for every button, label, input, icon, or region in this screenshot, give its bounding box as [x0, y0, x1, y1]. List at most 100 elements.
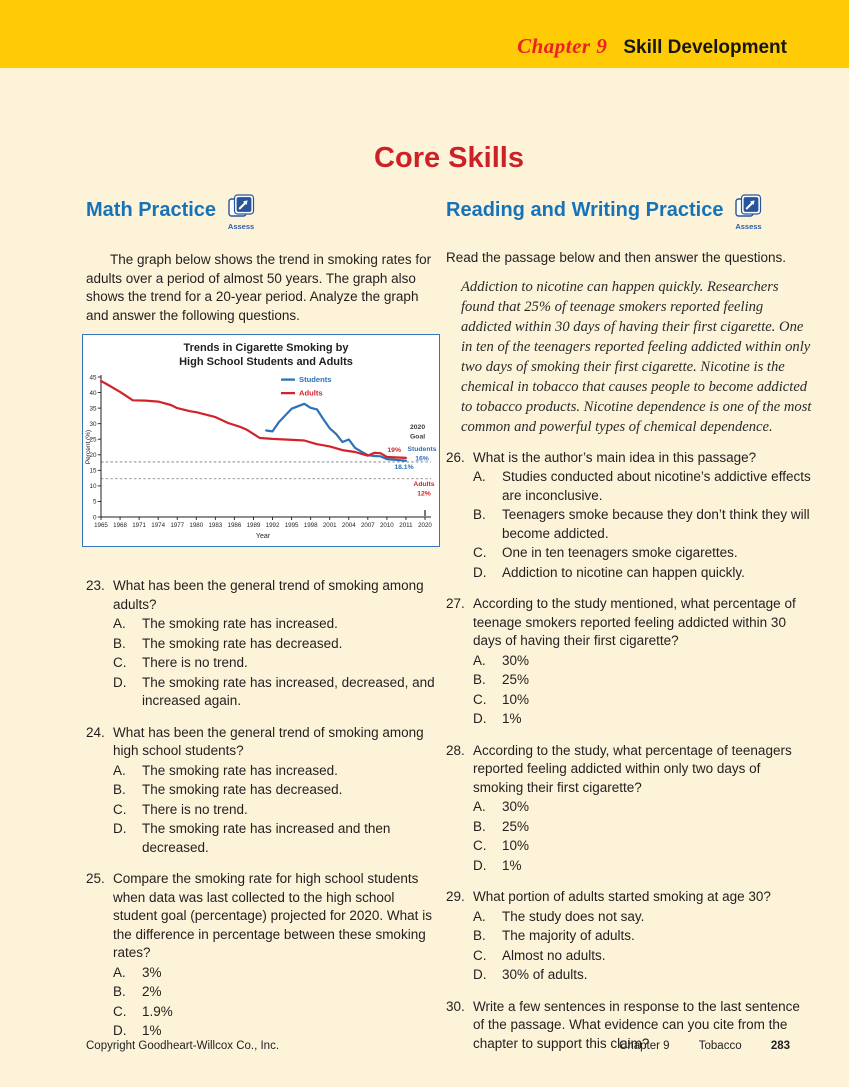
answer-option: B. Teenagers smoke because they don’t thi… — [473, 506, 812, 543]
annotation-students-goal: Students — [407, 446, 436, 453]
option-letter: D. — [473, 857, 487, 873]
chapter-label: Chapter 9 — [517, 34, 608, 58]
option-text: 25% — [502, 818, 530, 834]
page-footer: Copyright Goodheart-Willcox Co., Inc. Ch… — [86, 1040, 790, 1052]
option-text: 1% — [142, 1023, 162, 1038]
option-letter: A. — [473, 908, 486, 924]
answer-option: A. The smoking rate has increased. — [113, 762, 440, 781]
reading-practice-heading-row: Reading and Writing Practice Assess — [446, 194, 812, 238]
assess-icon[interactable] — [227, 194, 255, 218]
answer-option: A. Studies conducted about nicotine’s add… — [473, 468, 812, 505]
annotation-goal-2020: Goal — [410, 433, 425, 440]
option-text: The majority of adults. — [502, 928, 635, 943]
footer-copyright: Copyright Goodheart-Willcox Co., Inc. — [86, 1040, 280, 1052]
option-letter: D. — [113, 821, 127, 836]
option-letter: D. — [113, 674, 127, 690]
answer-option: D. The smoking rate has increased and the… — [113, 820, 440, 857]
option-text: Teenagers smoke because they don’t think… — [502, 507, 810, 541]
question-body: According to the study mentioned, what p… — [473, 595, 812, 729]
y-tick-label: 5 — [93, 499, 97, 506]
footer-right: Chapter 9 Tobacco 283 — [593, 1040, 790, 1052]
answer-option: C. 1.9% — [113, 1003, 440, 1022]
footer-topic: Tobacco — [698, 1040, 742, 1052]
annotation-adults-goal: Adults — [413, 481, 434, 488]
question-item: 23. What has been the general trend of sm… — [86, 577, 440, 711]
annotation-students-goal: 16% — [415, 455, 429, 462]
x-tick-label: 2007 — [361, 522, 375, 529]
option-text: Almost no adults. — [502, 947, 606, 963]
option-text: 30% — [502, 799, 530, 814]
answer-option: A. The smoking rate has increased. — [113, 615, 440, 634]
answer-option: C. 10% — [473, 837, 812, 856]
option-letter: C. — [113, 1003, 127, 1019]
footer-page-number: 283 — [770, 1040, 790, 1052]
option-text: The smoking rate has decreased. — [142, 635, 343, 651]
answer-option: A. The study does not say. — [473, 908, 812, 927]
assess-icon-label: Assess — [227, 222, 255, 231]
option-text: The smoking rate has increased. — [142, 762, 338, 778]
option-letter: D. — [473, 564, 487, 580]
option-letter: B. — [473, 672, 486, 687]
option-text: 30% — [502, 652, 530, 668]
question-text: Compare the smoking rate for high school… — [113, 871, 432, 960]
x-tick-label: 1992 — [266, 522, 280, 529]
page-content: Core Skills Math Practice Assess The gra… — [0, 68, 849, 1066]
chart-title: High School Students and Adults — [179, 356, 353, 368]
y-tick-label: 10 — [89, 483, 97, 490]
option-letter: B. — [473, 818, 486, 834]
question-text: What has been the general trend of smoki… — [113, 724, 424, 759]
y-tick-label: 45 — [89, 374, 97, 381]
x-tick-label: 1995 — [285, 522, 299, 529]
option-letter: B. — [473, 928, 486, 943]
option-letter: C. — [113, 655, 127, 670]
option-letter: A. — [113, 616, 126, 631]
answer-option: B. The smoking rate has decreased. — [113, 635, 440, 654]
option-letter: A. — [113, 964, 126, 980]
question-number: 29. — [446, 889, 465, 904]
math-questions: 23. What has been the general trend of sm… — [86, 577, 440, 1041]
question-body: What portion of adults started smoking a… — [473, 888, 812, 985]
x-tick-label: 1968 — [113, 522, 127, 529]
reading-practice-heading: Reading and Writing Practice — [446, 199, 724, 221]
answer-option: C. 10% — [473, 691, 812, 710]
x-tick-label: 2004 — [342, 522, 356, 529]
option-letter: C. — [473, 838, 487, 853]
option-text: The smoking rate has increased. — [142, 616, 338, 631]
option-letter: C. — [473, 947, 487, 963]
question-number: 30. — [446, 998, 465, 1014]
option-letter: B. — [113, 984, 126, 999]
question-number: 24. — [86, 724, 105, 740]
question-text: What has been the general trend of smoki… — [113, 578, 424, 612]
reading-intro-text: Read the passage below and then answer t… — [446, 250, 786, 265]
answer-option: D. 1% — [473, 710, 812, 729]
answer-option: C. Almost no adults. — [473, 947, 812, 966]
answer-option: B. The majority of adults. — [473, 927, 812, 946]
option-letter: A. — [473, 652, 486, 668]
option-text: 25% — [502, 672, 530, 687]
annotation-goal-2020: 2020 — [410, 424, 425, 431]
option-text: Addiction to nicotine can happen quickly… — [502, 564, 745, 580]
chapter-header-band: Chapter 9 Skill Development — [0, 0, 849, 68]
answer-option: D. The smoking rate has increased, decrea… — [113, 674, 440, 711]
question-item: 30. Write a few sentences in response to … — [446, 998, 812, 1054]
assess-link-reading[interactable]: Assess — [731, 194, 765, 238]
assess-icon[interactable] — [735, 194, 762, 218]
option-letter: D. — [473, 711, 487, 726]
option-text: 10% — [502, 691, 530, 707]
option-letter: B. — [473, 507, 486, 522]
y-tick-label: 15 — [89, 468, 97, 475]
smoking-trends-chart: Trends in Cigarette Smoking by High Schoo… — [82, 334, 440, 547]
assess-link-math[interactable]: Assess — [224, 194, 258, 238]
answer-option: D. Addiction to nicotine can happen quick… — [473, 564, 812, 583]
question-body: What is the author’s main idea in this p… — [473, 449, 812, 583]
question-text: What portion of adults started smoking a… — [473, 889, 771, 904]
footer-chapter: Chapter 9 — [619, 1040, 670, 1052]
option-letter: C. — [473, 545, 487, 560]
question-number: 23. — [86, 578, 105, 593]
question-item: 26. What is the author’s main idea in thi… — [446, 449, 812, 583]
x-axis-label: Year — [256, 533, 271, 540]
option-letter: C. — [113, 801, 127, 817]
x-tick-label: 1971 — [132, 522, 146, 529]
option-text: 10% — [502, 838, 530, 853]
answer-option: A. 30% — [473, 798, 812, 817]
